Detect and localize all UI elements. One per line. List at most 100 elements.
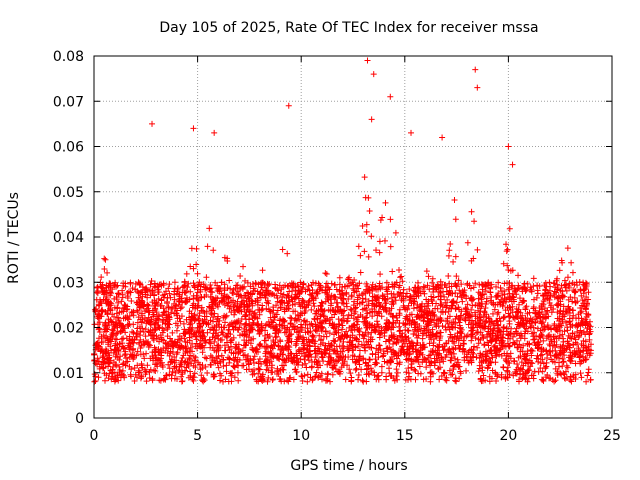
- data-point: [515, 344, 522, 351]
- data-point: [349, 337, 356, 344]
- data-point: [396, 323, 403, 330]
- data-point: [315, 364, 322, 371]
- data-point: [563, 287, 570, 294]
- data-point: [152, 326, 159, 333]
- data-point: [420, 356, 427, 363]
- data-point: [363, 314, 370, 321]
- data-point: [430, 317, 437, 324]
- data-point: [560, 359, 567, 366]
- data-point: [263, 284, 270, 291]
- data-point: [393, 339, 400, 346]
- data-point: [396, 359, 403, 366]
- data-point: [96, 319, 103, 326]
- data-point: [554, 284, 561, 291]
- data-point: [251, 309, 258, 316]
- data-point: [381, 332, 388, 339]
- data-point: [207, 288, 214, 295]
- data-point: [382, 199, 389, 206]
- data-point: [207, 352, 214, 359]
- data-point: [334, 350, 341, 357]
- data-point: [568, 259, 575, 266]
- data-point: [248, 322, 255, 329]
- data-point: [316, 332, 323, 339]
- data-point: [442, 299, 449, 306]
- data-point: [365, 362, 372, 369]
- data-point: [295, 283, 302, 290]
- data-point: [224, 333, 231, 340]
- data-point: [529, 347, 536, 354]
- data-point: [351, 326, 358, 333]
- data-point: [353, 356, 360, 363]
- data-point: [294, 324, 301, 331]
- data-point: [439, 134, 446, 141]
- data-point: [421, 284, 428, 291]
- data-point: [142, 291, 149, 298]
- data-point: [187, 320, 194, 327]
- data-point: [468, 337, 475, 344]
- data-point: [124, 293, 131, 300]
- data-point: [545, 289, 552, 296]
- data-point: [381, 237, 388, 244]
- data-point: [275, 343, 282, 350]
- data-point: [142, 371, 149, 378]
- data-point: [346, 339, 353, 346]
- data-point: [203, 292, 210, 299]
- data-point: [387, 310, 394, 317]
- data-point: [375, 299, 382, 306]
- data-point: [256, 356, 263, 363]
- data-point: [442, 376, 449, 383]
- data-point: [468, 349, 475, 356]
- data-point: [551, 338, 558, 345]
- data-point: [372, 356, 379, 363]
- data-point: [210, 296, 217, 303]
- data-point: [429, 279, 436, 286]
- data-point: [573, 315, 580, 322]
- data-point: [477, 316, 484, 323]
- data-point: [243, 339, 250, 346]
- data-point: [110, 349, 117, 356]
- data-point: [572, 299, 579, 306]
- data-point: [180, 352, 187, 359]
- data-point: [448, 290, 455, 297]
- data-point: [220, 314, 227, 321]
- data-point: [491, 343, 498, 350]
- data-point: [432, 286, 439, 293]
- data-point: [259, 378, 266, 385]
- data-point: [553, 341, 560, 348]
- data-point: [211, 310, 218, 317]
- data-point: [530, 336, 537, 343]
- data-point: [241, 325, 248, 332]
- data-point: [390, 341, 397, 348]
- data-point: [453, 313, 460, 320]
- data-points: [91, 57, 595, 385]
- data-point: [156, 338, 163, 345]
- data-point: [534, 345, 541, 352]
- data-point: [285, 346, 292, 353]
- data-point: [438, 317, 445, 324]
- data-point: [131, 365, 138, 372]
- data-point: [524, 280, 531, 287]
- data-point: [544, 308, 551, 315]
- data-point: [420, 317, 427, 324]
- data-point: [298, 373, 305, 379]
- data-point: [285, 102, 292, 109]
- data-point: [130, 321, 137, 328]
- data-point: [530, 296, 537, 303]
- data-point: [410, 319, 417, 326]
- data-point: [278, 346, 285, 353]
- data-point: [317, 313, 324, 320]
- data-point: [149, 287, 156, 294]
- data-point: [265, 306, 272, 313]
- data-point: [430, 309, 437, 316]
- data-point: [461, 292, 468, 299]
- data-point: [507, 304, 514, 311]
- data-point: [183, 364, 190, 371]
- data-point: [215, 364, 222, 371]
- data-point: [308, 364, 315, 371]
- data-point: [474, 315, 481, 322]
- data-point: [187, 263, 194, 270]
- data-point: [430, 349, 437, 356]
- data-point: [226, 346, 233, 353]
- data-point: [436, 376, 443, 383]
- data-point: [359, 222, 366, 229]
